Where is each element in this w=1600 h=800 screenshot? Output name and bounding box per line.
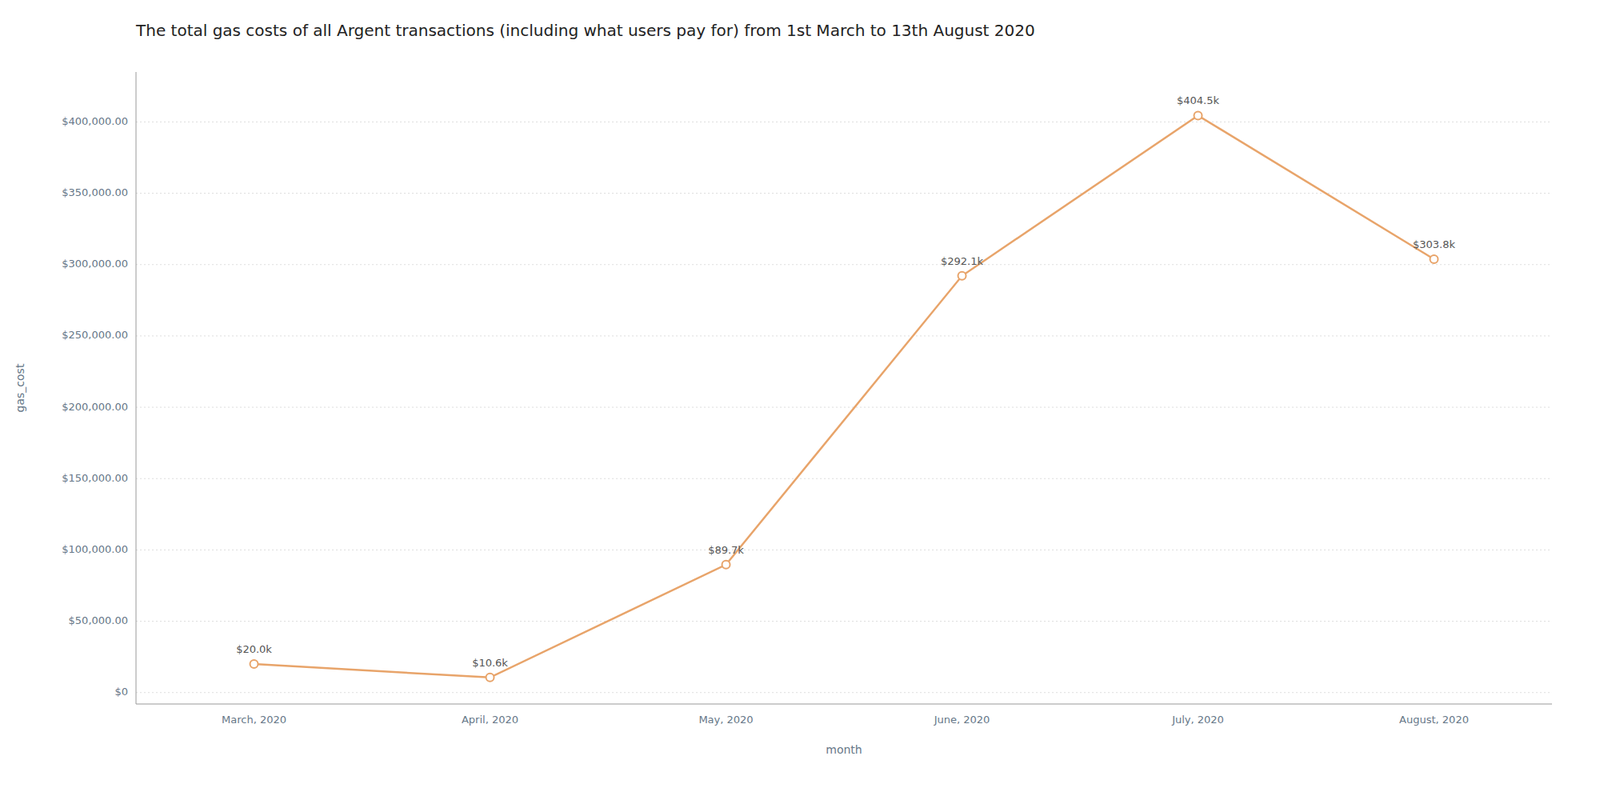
chart-container: The total gas costs of all Argent transa…: [0, 0, 1600, 800]
grid-line: [136, 692, 1552, 693]
data-label: $10.6k: [472, 656, 508, 669]
x-tick-label: May, 2020: [698, 713, 753, 726]
grid-line: [136, 407, 1552, 408]
y-tick-label: $0: [114, 685, 128, 698]
y-tick-label: $300,000.00: [61, 257, 128, 270]
data-label: $404.5k: [1176, 94, 1220, 107]
y-tick-label: $250,000.00: [61, 328, 128, 341]
grid-line: [136, 549, 1552, 551]
marker: [1194, 111, 1203, 120]
x-tick-label: April, 2020: [461, 713, 519, 726]
page: {"chart_data": {"type": "line", "title":…: [0, 0, 1600, 800]
chart: The total gas costs of all Argent transa…: [0, 0, 1600, 800]
y-tick-label: $350,000.00: [61, 186, 128, 199]
data-labels: $20.0k $10.6k $89.7k $292.1k $404.5k $303.8k: [236, 94, 1456, 668]
marker: [958, 272, 967, 280]
marker: [250, 660, 259, 668]
x-tick-label: March, 2020: [221, 713, 287, 726]
x-tick-label: July, 2020: [1171, 713, 1224, 726]
data-label: $292.1k: [940, 255, 984, 268]
marker: [486, 673, 495, 682]
grid-line: [136, 264, 1552, 265]
x-axis-line: [136, 704, 1552, 705]
marker: [722, 560, 731, 569]
x-axis-label: month: [825, 743, 862, 756]
line: [254, 115, 1435, 677]
data-label: $20.0k: [236, 643, 272, 656]
y-axis-label: gas_cost: [13, 363, 27, 412]
y-tick-label: $150,000.00: [61, 472, 128, 484]
x-axis: March, 2020 April, 2020 May, 2020 June, 202…: [221, 713, 1469, 726]
y-tick-label: $100,000.00: [61, 543, 128, 556]
y-axis-line: [136, 72, 137, 704]
grid-line: [136, 620, 1552, 622]
grid-line: [136, 192, 1552, 194]
y-tick-label: $200,000.00: [61, 400, 128, 413]
y-tick-label: $50,000.00: [68, 614, 128, 627]
grid-line: [136, 335, 1552, 336]
y-tick-label: $400,000.00: [61, 115, 128, 128]
y-axis: $0 $50,000.00 $100,000.00 $150,000.00 $200,0…: [61, 72, 1552, 704]
title: The total gas costs of all Argent transa…: [135, 20, 1036, 40]
data-group: [250, 111, 1439, 681]
grid-line: [136, 478, 1552, 480]
data-label: $303.8k: [1412, 238, 1456, 251]
x-tick-label: August, 2020: [1399, 713, 1469, 726]
marker: [1430, 255, 1439, 264]
grid-line: [136, 121, 1552, 123]
data-label: $89.7k: [708, 544, 744, 556]
x-tick-label: June, 2020: [933, 713, 991, 726]
